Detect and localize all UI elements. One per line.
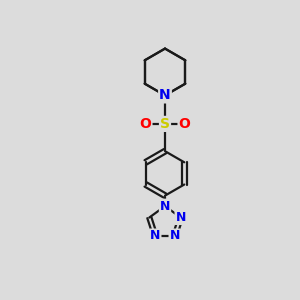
Text: N: N xyxy=(160,200,170,213)
Text: S: S xyxy=(160,117,170,131)
Text: O: O xyxy=(140,117,152,131)
Text: N: N xyxy=(150,230,160,242)
Text: N: N xyxy=(176,211,186,224)
Text: N: N xyxy=(159,88,171,102)
Text: O: O xyxy=(178,117,190,131)
Text: N: N xyxy=(169,230,180,242)
